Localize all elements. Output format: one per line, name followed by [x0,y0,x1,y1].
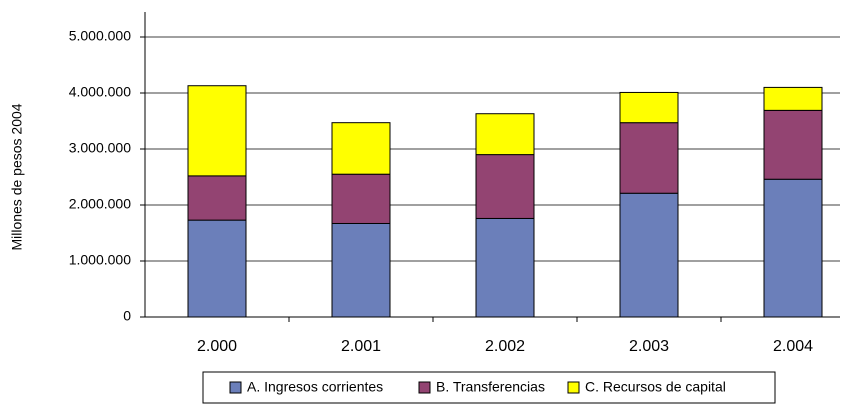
legend-box [202,371,776,404]
legend-label: B. Transferencias [436,379,545,395]
y-tick-label: 2.000.000 [69,196,131,212]
y-tick-label: 4.000.000 [69,84,131,100]
x-tick-label: 2.002 [485,338,525,355]
x-tick-label: 2.004 [773,338,813,355]
bar-segment [619,91,679,124]
bar-segment [475,154,535,219]
legend-swatch [229,381,242,394]
bar-segment [475,113,535,156]
bar-segment [763,109,823,180]
y-tick-label: 1.000.000 [69,252,131,268]
bar-segment [475,217,535,318]
x-tick-label: 2.001 [341,338,381,355]
bar-segment [331,222,391,318]
y-tick-label: 0 [123,308,131,324]
y-axis-label: Millones de pesos 2004 [9,103,25,250]
y-tick-label: 5.000.000 [69,28,131,44]
x-tick-label: 2.000 [197,338,237,355]
bar-segment [763,86,823,111]
bar-segment [619,192,679,318]
bar-segment [619,122,679,194]
bar-segment [331,173,391,224]
legend-swatch [418,381,431,394]
legend-label: A. Ingresos corrientes [247,379,383,395]
legend-swatch [567,381,580,394]
bar-segment [187,175,247,221]
bar-segment [331,122,391,175]
y-tick-label: 3.000.000 [69,140,131,156]
legend-label: C. Recursos de capital [585,379,726,395]
bar-segment [763,178,823,318]
x-tick-label: 2.003 [629,338,669,355]
bar-segment [187,85,247,177]
bar-segment [187,219,247,318]
